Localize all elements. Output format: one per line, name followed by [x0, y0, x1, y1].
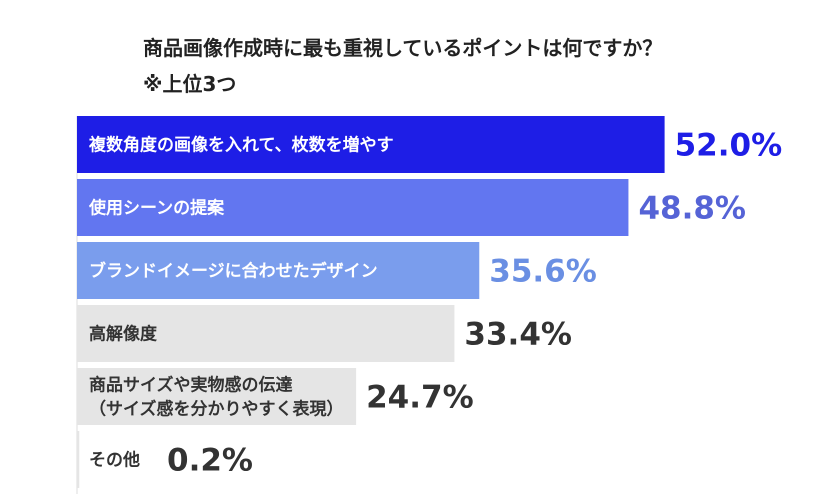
chart-title: 商品画像作成時に最も重視しているポイントは何ですか？	[143, 36, 663, 60]
chart-title-block: 商品画像作成時に最も重視しているポイントは何ですか？ ※上位3つ	[143, 30, 662, 102]
category-label: その他	[89, 450, 140, 471]
category-label: ブランドイメージに合わせたデザイン	[89, 261, 378, 282]
value-label: 35.6%	[489, 254, 597, 290]
category-label: 複数角度の画像を入れて、枚数を増やす	[88, 135, 394, 156]
category-label: 商品サイズや実物感の伝達	[89, 375, 293, 396]
chart-subtitle: ※上位3つ	[143, 72, 237, 96]
bar	[77, 242, 480, 299]
bar	[77, 305, 455, 362]
category-label: （サイズ感を分かりやすく表現）	[89, 399, 344, 420]
bar	[77, 179, 629, 236]
value-label: 52.0%	[675, 128, 783, 164]
category-label: 高解像度	[89, 324, 158, 345]
category-label: 使用シーンの提案	[88, 198, 225, 219]
bar	[77, 368, 357, 425]
value-label: 0.2%	[167, 443, 253, 479]
value-label: 33.4%	[464, 317, 572, 353]
value-label: 24.7%	[366, 380, 474, 416]
bar	[77, 116, 665, 173]
bar	[77, 431, 80, 488]
value-label: 48.8%	[638, 191, 746, 227]
